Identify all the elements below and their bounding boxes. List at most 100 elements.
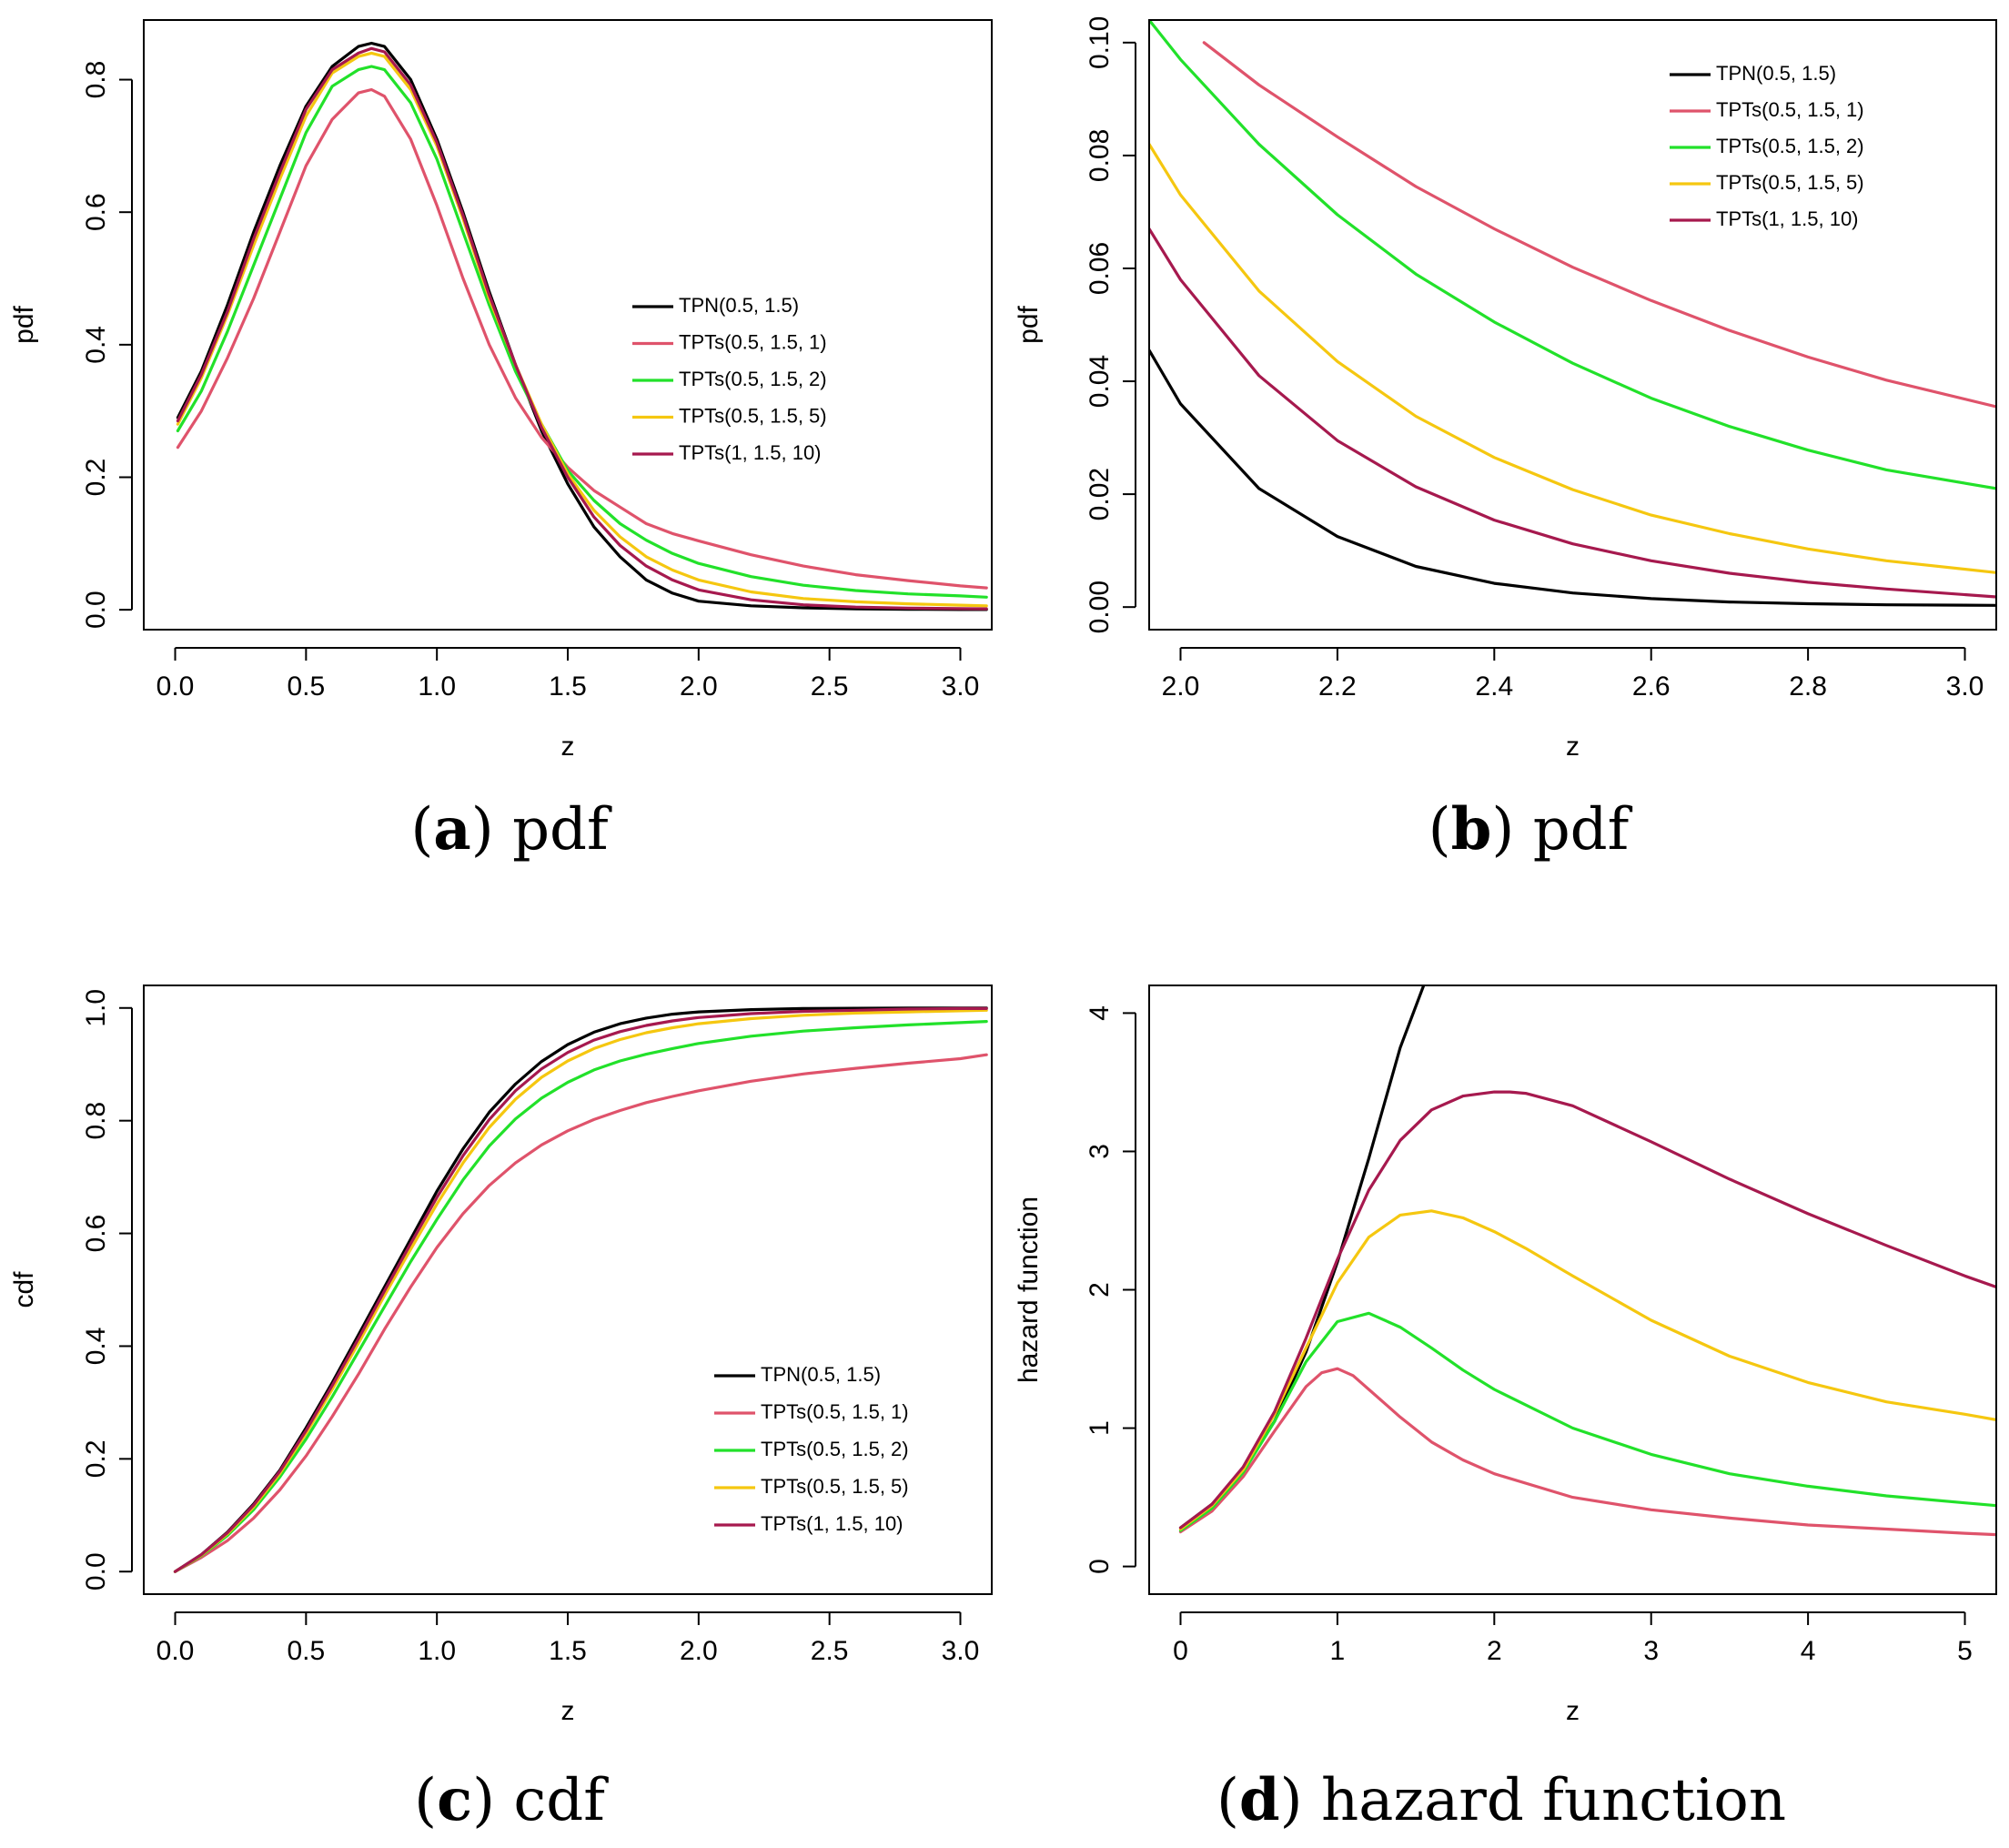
x-tick-label: 0	[1173, 1636, 1188, 1666]
caption: (b) pdf	[1429, 795, 1633, 863]
legend-label-5: TPTs(1, 1.5, 10)	[1716, 207, 1859, 230]
legend: TPN(0.5, 1.5) TPTs(0.5, 1.5, 1) TPTs(0.5, …	[632, 294, 827, 464]
y-tick-label: 0.4	[81, 1328, 111, 1366]
legend-label-3: TPTs(0.5, 1.5, 2)	[761, 1438, 909, 1460]
y-tick-label: 1.0	[81, 989, 111, 1027]
x-tick-label: 0.0	[156, 1636, 195, 1666]
x-tick-label: 3	[1643, 1636, 1659, 1666]
y-tick-label: 0.2	[81, 1439, 111, 1478]
series-line-2	[176, 87, 988, 590]
legend-label-3: TPTs(0.5, 1.5, 2)	[679, 368, 827, 390]
y-tick-label: 0.0	[81, 591, 111, 629]
x-tick-label: 0.5	[287, 672, 325, 702]
caption-paren-close: )	[472, 1767, 513, 1834]
x-tick-label: 1.5	[549, 672, 587, 702]
series-group	[1178, 985, 1996, 1537]
series-line-3	[173, 1020, 988, 1573]
y-tick-label: 0.10	[1085, 16, 1115, 69]
caption: (d) hazard function	[1217, 1766, 1786, 1834]
series-line-3	[176, 65, 988, 599]
caption-paren-open: (	[1217, 1767, 1239, 1834]
plot-frame	[1148, 985, 1997, 1595]
legend-label-2: TPTs(0.5, 1.5, 1)	[1716, 98, 1864, 121]
x-tick-label: 0.5	[287, 1636, 325, 1666]
y-tick-label: 0.02	[1085, 468, 1115, 520]
series-line-3	[1149, 20, 1996, 490]
series-line-5	[1178, 1090, 1996, 1530]
y-axis-title: pdf	[9, 305, 39, 343]
y-tick-label: 0	[1085, 1559, 1115, 1574]
y-axis-title: hazard function	[1014, 1197, 1044, 1383]
caption-text: cdf	[513, 1767, 609, 1834]
chart-panel-b: 2.0 2.2 2.4 2.6 2.8 3.0 0.00 0.02 0.04 0.06 0.08 0.…	[1014, 16, 1997, 863]
x-tick-label: 2.8	[1789, 672, 1827, 702]
caption-paren-close: )	[1280, 1767, 1321, 1834]
legend-label-4: TPTs(0.5, 1.5, 5)	[1716, 171, 1864, 194]
y-tick-label: 0.6	[81, 193, 111, 231]
x-tick-label: 2.5	[811, 672, 849, 702]
x-tick-label: 2	[1487, 1636, 1502, 1666]
y-tick-label: 0.0	[81, 1552, 111, 1590]
x-tick-label: 5	[1957, 1636, 1973, 1666]
series-line-3	[1178, 1311, 1996, 1532]
caption-paren-open: (	[1429, 796, 1451, 863]
y-tick-label: 2	[1085, 1282, 1115, 1298]
caption-letter: b	[1451, 795, 1492, 863]
legend: TPN(0.5, 1.5) TPTs(0.5, 1.5, 1) TPTs(0.5, …	[714, 1363, 909, 1535]
x-axis-title: z	[1566, 1696, 1580, 1726]
y-tick-label: 0.00	[1085, 581, 1115, 633]
plot-frame	[1148, 19, 1997, 631]
series-line-5	[1149, 227, 1996, 599]
series-line-5	[176, 46, 988, 611]
legend-label-1: TPN(0.5, 1.5)	[1716, 62, 1836, 85]
series-group	[173, 1006, 988, 1573]
x-tick-label: 2.2	[1318, 672, 1357, 702]
caption-paren-close: )	[471, 796, 512, 863]
caption-paren-open: (	[414, 1767, 437, 1834]
y-tick-label: 0.8	[81, 1102, 111, 1140]
y-axis-title: pdf	[1014, 305, 1044, 343]
series-line-2	[1202, 41, 1996, 409]
series-line-2	[1178, 1367, 1996, 1537]
x-tick-label: 1.0	[418, 672, 456, 702]
y-tick-label: 1	[1085, 1420, 1115, 1436]
legend-label-4: TPTs(0.5, 1.5, 5)	[761, 1475, 909, 1498]
x-tick-label: 1.0	[418, 1636, 456, 1666]
caption-letter: c	[437, 1766, 472, 1834]
y-tick-label: 3	[1085, 1144, 1115, 1159]
legend-label-4: TPTs(0.5, 1.5, 5)	[679, 404, 827, 427]
legend-label-5: TPTs(1, 1.5, 10)	[761, 1512, 904, 1535]
y-tick-label: 0.8	[81, 61, 111, 99]
x-axis-title: z	[561, 1696, 575, 1726]
plot-frame	[143, 985, 993, 1595]
x-tick-label: 0.0	[156, 672, 195, 702]
series-line-4	[1149, 142, 1996, 574]
x-tick-label: 3.0	[942, 672, 980, 702]
x-tick-label: 2.6	[1632, 672, 1671, 702]
y-tick-label: 0.6	[81, 1215, 111, 1253]
y-axis-title: cdf	[9, 1271, 39, 1308]
caption-text: pdf	[512, 796, 612, 863]
caption: (c) cdf	[414, 1766, 609, 1834]
caption-letter: a	[433, 795, 470, 863]
y-tick-label: 0.06	[1085, 242, 1115, 295]
legend-label-3: TPTs(0.5, 1.5, 2)	[1716, 135, 1864, 157]
series-group	[176, 41, 988, 611]
x-tick-label: 2.0	[1162, 672, 1200, 702]
y-tick-label: 0.08	[1085, 129, 1115, 182]
chart-panel-c: 0.0 0.5 1.0 1.5 2.0 2.5 3.0 0.0 0.2 0.4 0.6 0.8 1.0 z…	[9, 985, 993, 1834]
series-line-1	[1178, 985, 1426, 1530]
legend-label-1: TPN(0.5, 1.5)	[679, 294, 799, 317]
y-tick-label: 4	[1085, 1005, 1115, 1021]
caption: (a) pdf	[410, 795, 612, 863]
plot-frame	[143, 19, 993, 631]
caption-paren-close: )	[1491, 796, 1532, 863]
caption-letter: d	[1239, 1766, 1280, 1834]
caption-text: hazard function	[1321, 1767, 1786, 1834]
series-line-4	[176, 51, 988, 608]
caption-text: pdf	[1533, 796, 1633, 863]
x-tick-label: 2.0	[680, 672, 718, 702]
x-tick-label: 1.5	[549, 1636, 587, 1666]
series-group	[1149, 20, 1996, 607]
